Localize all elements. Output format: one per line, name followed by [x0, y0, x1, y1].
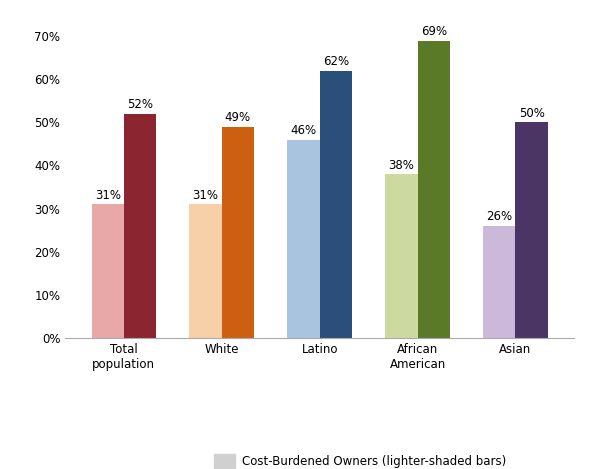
Text: 31%: 31% [192, 189, 218, 202]
Bar [483, 226, 516, 338]
Bar [287, 140, 320, 338]
Text: 31%: 31% [95, 189, 121, 202]
Text: 62%: 62% [323, 55, 349, 68]
Bar [417, 41, 450, 338]
Text: 49%: 49% [225, 111, 251, 124]
Text: 26%: 26% [486, 210, 513, 223]
Bar [124, 114, 156, 338]
Bar [222, 127, 254, 338]
Text: 38%: 38% [388, 159, 414, 172]
Legend: Cost-Burdened Owners (lighter-shaded bars), Cost-Burdened Renters (darker-shaded: Cost-Burdened Owners (lighter-shaded bar… [214, 454, 507, 469]
Bar [92, 204, 124, 338]
Text: 52%: 52% [127, 98, 153, 111]
Bar [189, 204, 222, 338]
Bar [385, 174, 417, 338]
Bar [516, 122, 548, 338]
Text: 50%: 50% [519, 107, 545, 120]
Text: 69%: 69% [421, 25, 447, 38]
Text: 46%: 46% [291, 124, 317, 137]
Bar [320, 71, 352, 338]
